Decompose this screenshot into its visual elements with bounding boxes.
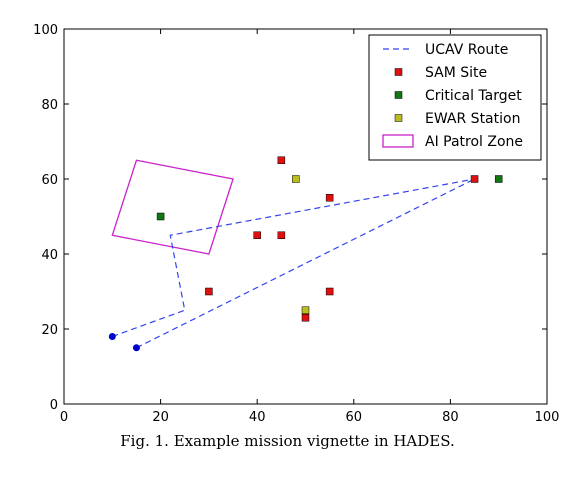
ucav-start-point bbox=[108, 333, 116, 340]
y-tick-label: 60 bbox=[41, 173, 58, 188]
patrol-zone-polygon bbox=[111, 159, 234, 255]
sam-site-marker bbox=[470, 175, 479, 183]
x-tick-label: 0 bbox=[60, 410, 68, 425]
sam-site-marker bbox=[325, 194, 334, 202]
y-tick-label: 80 bbox=[41, 98, 58, 113]
axis-ticks: 0 20 40 60 80 100 0 20 40 60 80 100 bbox=[33, 23, 559, 425]
legend-label: EWAR Station bbox=[425, 111, 520, 127]
critical-target-marker bbox=[494, 175, 503, 183]
y-tick-label: 0 bbox=[50, 398, 58, 413]
sam-site-marker bbox=[277, 231, 286, 239]
ewar-station-marker bbox=[301, 306, 310, 314]
legend-label: Critical Target bbox=[425, 88, 522, 104]
legend-marker-handle bbox=[394, 114, 403, 122]
legend-label: UCAV Route bbox=[425, 42, 508, 58]
legend-marker-handle bbox=[394, 91, 403, 99]
figure-caption: Fig. 1. Example mission vignette in HADE… bbox=[120, 432, 455, 450]
critical-target-marker bbox=[156, 212, 165, 221]
legend: UCAV Route SAM Site Critical Target EWAR St… bbox=[368, 34, 542, 161]
x-tick-label: 100 bbox=[535, 410, 560, 425]
ucav-route-line bbox=[136, 178, 475, 349]
ewar-station-marker bbox=[292, 175, 300, 183]
legend-marker-handle bbox=[394, 68, 403, 76]
sam-site-marker bbox=[253, 231, 261, 239]
ucav-route-line bbox=[112, 178, 475, 338]
sam-site-marker bbox=[325, 287, 334, 296]
mission-chart: 0 20 40 60 80 100 0 20 40 60 80 100 UCAV Route SAM S… bbox=[33, 23, 559, 425]
x-tick-label: 80 bbox=[442, 410, 459, 425]
y-tick-label: 40 bbox=[41, 248, 58, 263]
plot-frame bbox=[63, 28, 548, 405]
y-tick-label: 20 bbox=[41, 323, 58, 338]
legend-label: SAM Site bbox=[425, 65, 487, 81]
plot-marks bbox=[108, 156, 503, 352]
ucav-start-point bbox=[132, 344, 140, 352]
sam-site-marker bbox=[301, 314, 310, 322]
x-tick-label: 60 bbox=[346, 410, 363, 425]
sam-site-marker bbox=[205, 287, 213, 296]
legend-zone-handle bbox=[382, 134, 414, 148]
y-tick-label: 100 bbox=[33, 23, 58, 38]
x-tick-label: 40 bbox=[249, 410, 266, 425]
legend-label: AI Patrol Zone bbox=[425, 134, 523, 150]
sam-site-marker bbox=[277, 156, 286, 164]
x-tick-label: 20 bbox=[152, 410, 169, 425]
